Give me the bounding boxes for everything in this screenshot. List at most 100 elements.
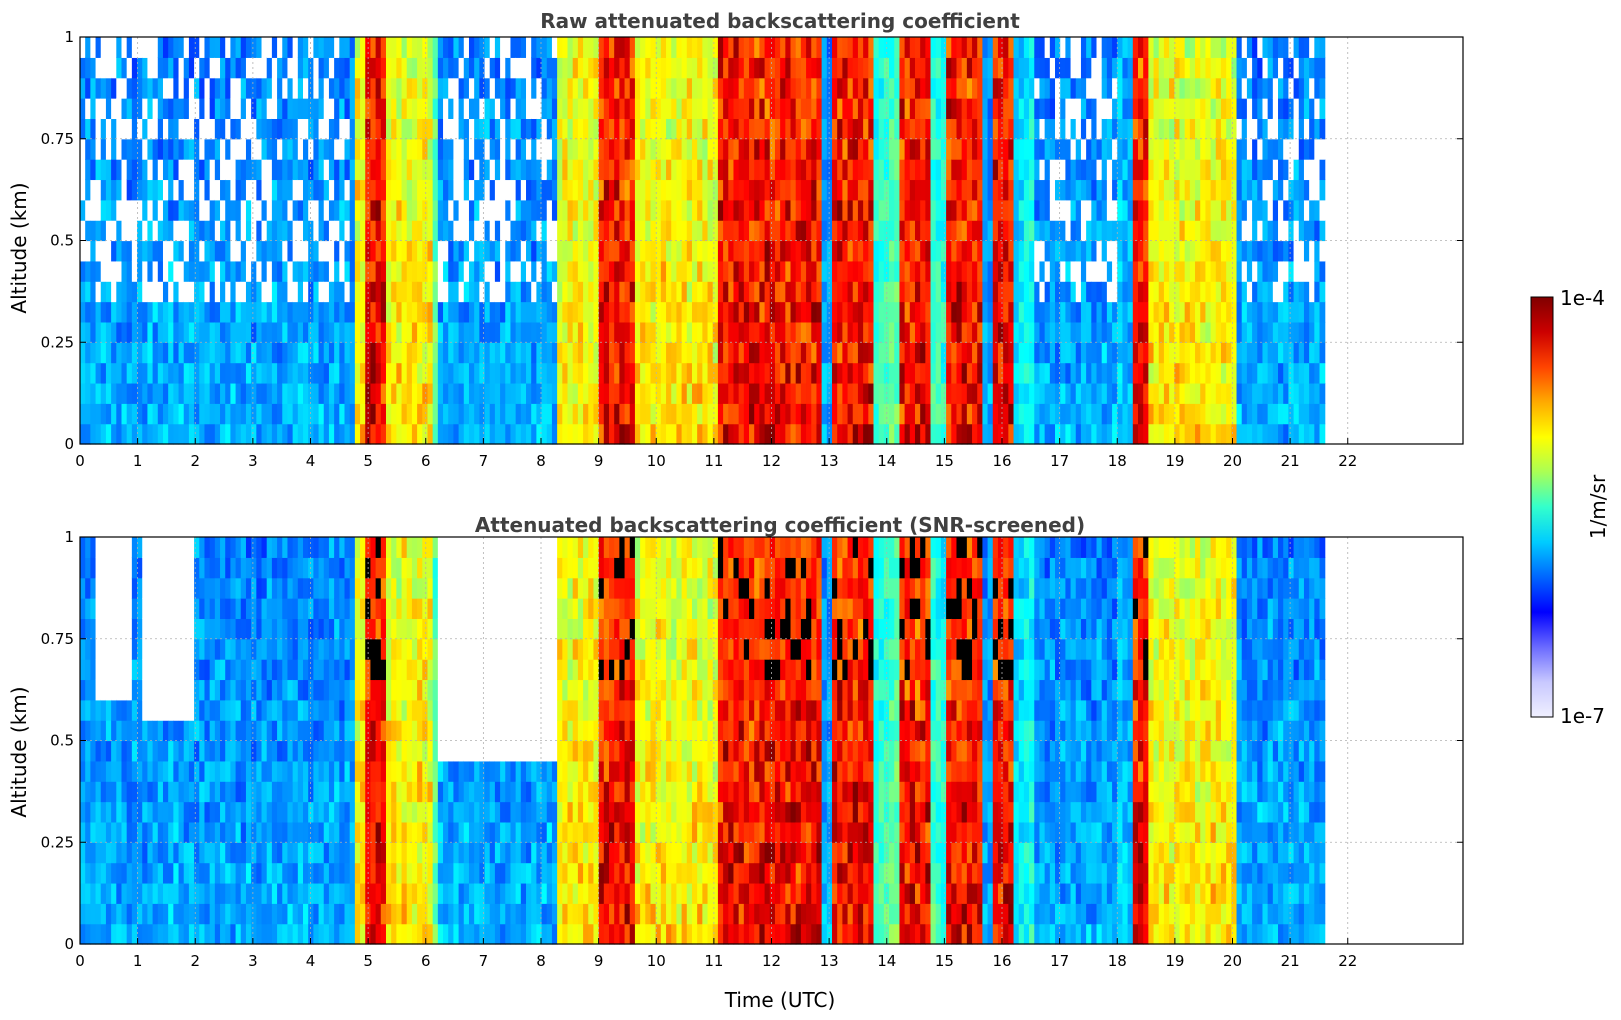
heatmap-cell [982, 77, 989, 99]
heatmap-cell [842, 159, 849, 181]
heatmap-cell [780, 179, 786, 201]
heatmap-cell [536, 118, 543, 140]
heatmap-cell [982, 98, 989, 119]
heatmap-cell [152, 179, 159, 201]
heatmap-cell [489, 260, 496, 282]
heatmap-cell [1158, 362, 1165, 384]
heatmap-cell [816, 362, 823, 384]
heatmap-cell [116, 260, 123, 282]
heatmap-cell [852, 403, 859, 425]
heatmap-cell [494, 98, 501, 119]
heatmap-cell [245, 260, 252, 282]
heatmap-cell [100, 220, 107, 242]
heatmap-cell [199, 57, 206, 79]
heatmap-cell [411, 77, 418, 99]
heatmap-cell [956, 423, 963, 445]
heatmap-cell [925, 199, 932, 221]
heatmap-cell [354, 260, 361, 282]
heatmap-cell [209, 342, 216, 364]
heatmap-cell [821, 382, 828, 404]
heatmap-cell [759, 382, 766, 404]
heatmap-cell [1132, 37, 1139, 58]
heatmap-cell [557, 98, 563, 119]
heatmap-cell [116, 281, 123, 303]
heatmap-cell [712, 179, 719, 201]
heatmap-cell [500, 138, 506, 160]
heatmap-cell [277, 199, 283, 221]
heatmap-cell [956, 118, 963, 140]
heatmap-cell [85, 699, 91, 721]
heatmap-cell [183, 321, 190, 343]
heatmap-cell [551, 98, 558, 119]
heatmap-cell [1314, 240, 1321, 262]
heatmap-cell [494, 220, 501, 242]
heatmap-cell [987, 138, 994, 160]
heatmap-cell [308, 321, 314, 343]
heatmap-cell [1283, 98, 1289, 119]
heatmap-cell [277, 57, 283, 79]
heatmap-cell [691, 301, 698, 323]
heatmap-cell [1034, 281, 1041, 303]
heatmap-cell [479, 138, 486, 160]
heatmap-cell [1236, 301, 1243, 323]
heatmap-cell [904, 362, 911, 384]
heatmap-cell [1132, 77, 1139, 99]
heatmap-cell [982, 362, 989, 384]
heatmap-cell [411, 342, 418, 364]
heatmap-cell [1252, 37, 1258, 58]
heatmap-cell [458, 403, 465, 425]
heatmap-cell [354, 37, 361, 58]
heatmap-cell [754, 98, 760, 119]
heatmap-cell [437, 403, 444, 425]
heatmap-cell [676, 321, 683, 343]
heatmap-cell [100, 760, 107, 782]
heatmap-cell [1319, 423, 1326, 445]
heatmap-cell [562, 403, 569, 425]
heatmap-cell [1220, 260, 1227, 282]
heatmap-cell [282, 77, 289, 99]
heatmap-cell [432, 159, 439, 181]
heatmap-cell [811, 138, 818, 160]
heatmap-cell [577, 301, 584, 323]
heatmap-cell [1049, 260, 1056, 282]
heatmap-cell [1169, 37, 1175, 58]
heatmap-cell [712, 281, 719, 303]
heatmap-cell [245, 382, 252, 404]
heatmap-cell [80, 801, 86, 823]
heatmap-cell [930, 118, 937, 140]
heatmap-cell [868, 301, 875, 323]
heatmap-cell [463, 321, 470, 343]
heatmap-cell [966, 220, 973, 242]
heatmap-cell [821, 342, 828, 364]
heatmap-cell [396, 220, 403, 242]
heatmap-cell [443, 98, 449, 119]
heatmap-cell [1060, 260, 1066, 282]
heatmap-cell [1127, 403, 1134, 425]
heatmap-cell [857, 382, 864, 404]
heatmap-cell [1298, 159, 1305, 181]
heatmap-cell [1298, 98, 1305, 119]
heatmap-cell [1246, 57, 1253, 79]
heatmap-cell [707, 179, 714, 201]
heatmap-cell [251, 382, 257, 404]
heatmap-cell [1086, 118, 1092, 140]
heatmap-cell [562, 98, 569, 119]
heatmap-cell [764, 138, 771, 160]
heatmap-cell [1075, 382, 1082, 404]
heatmap-cell [1179, 260, 1186, 282]
heatmap-cell [157, 382, 164, 404]
heatmap-cell [344, 118, 351, 140]
heatmap-cell [1267, 77, 1274, 99]
heatmap-cell [90, 118, 97, 140]
heatmap-cell [240, 321, 247, 343]
heatmap-cell [619, 362, 626, 384]
heatmap-cell [1075, 240, 1082, 262]
heatmap-cell [391, 220, 397, 242]
heatmap-cell [702, 77, 709, 99]
heatmap-cell [100, 382, 107, 404]
heatmap-cell [546, 159, 553, 181]
heatmap-cell [1169, 382, 1175, 404]
heatmap-cell [1148, 403, 1155, 425]
heatmap-cell [90, 362, 97, 384]
heatmap-cell [614, 138, 620, 160]
